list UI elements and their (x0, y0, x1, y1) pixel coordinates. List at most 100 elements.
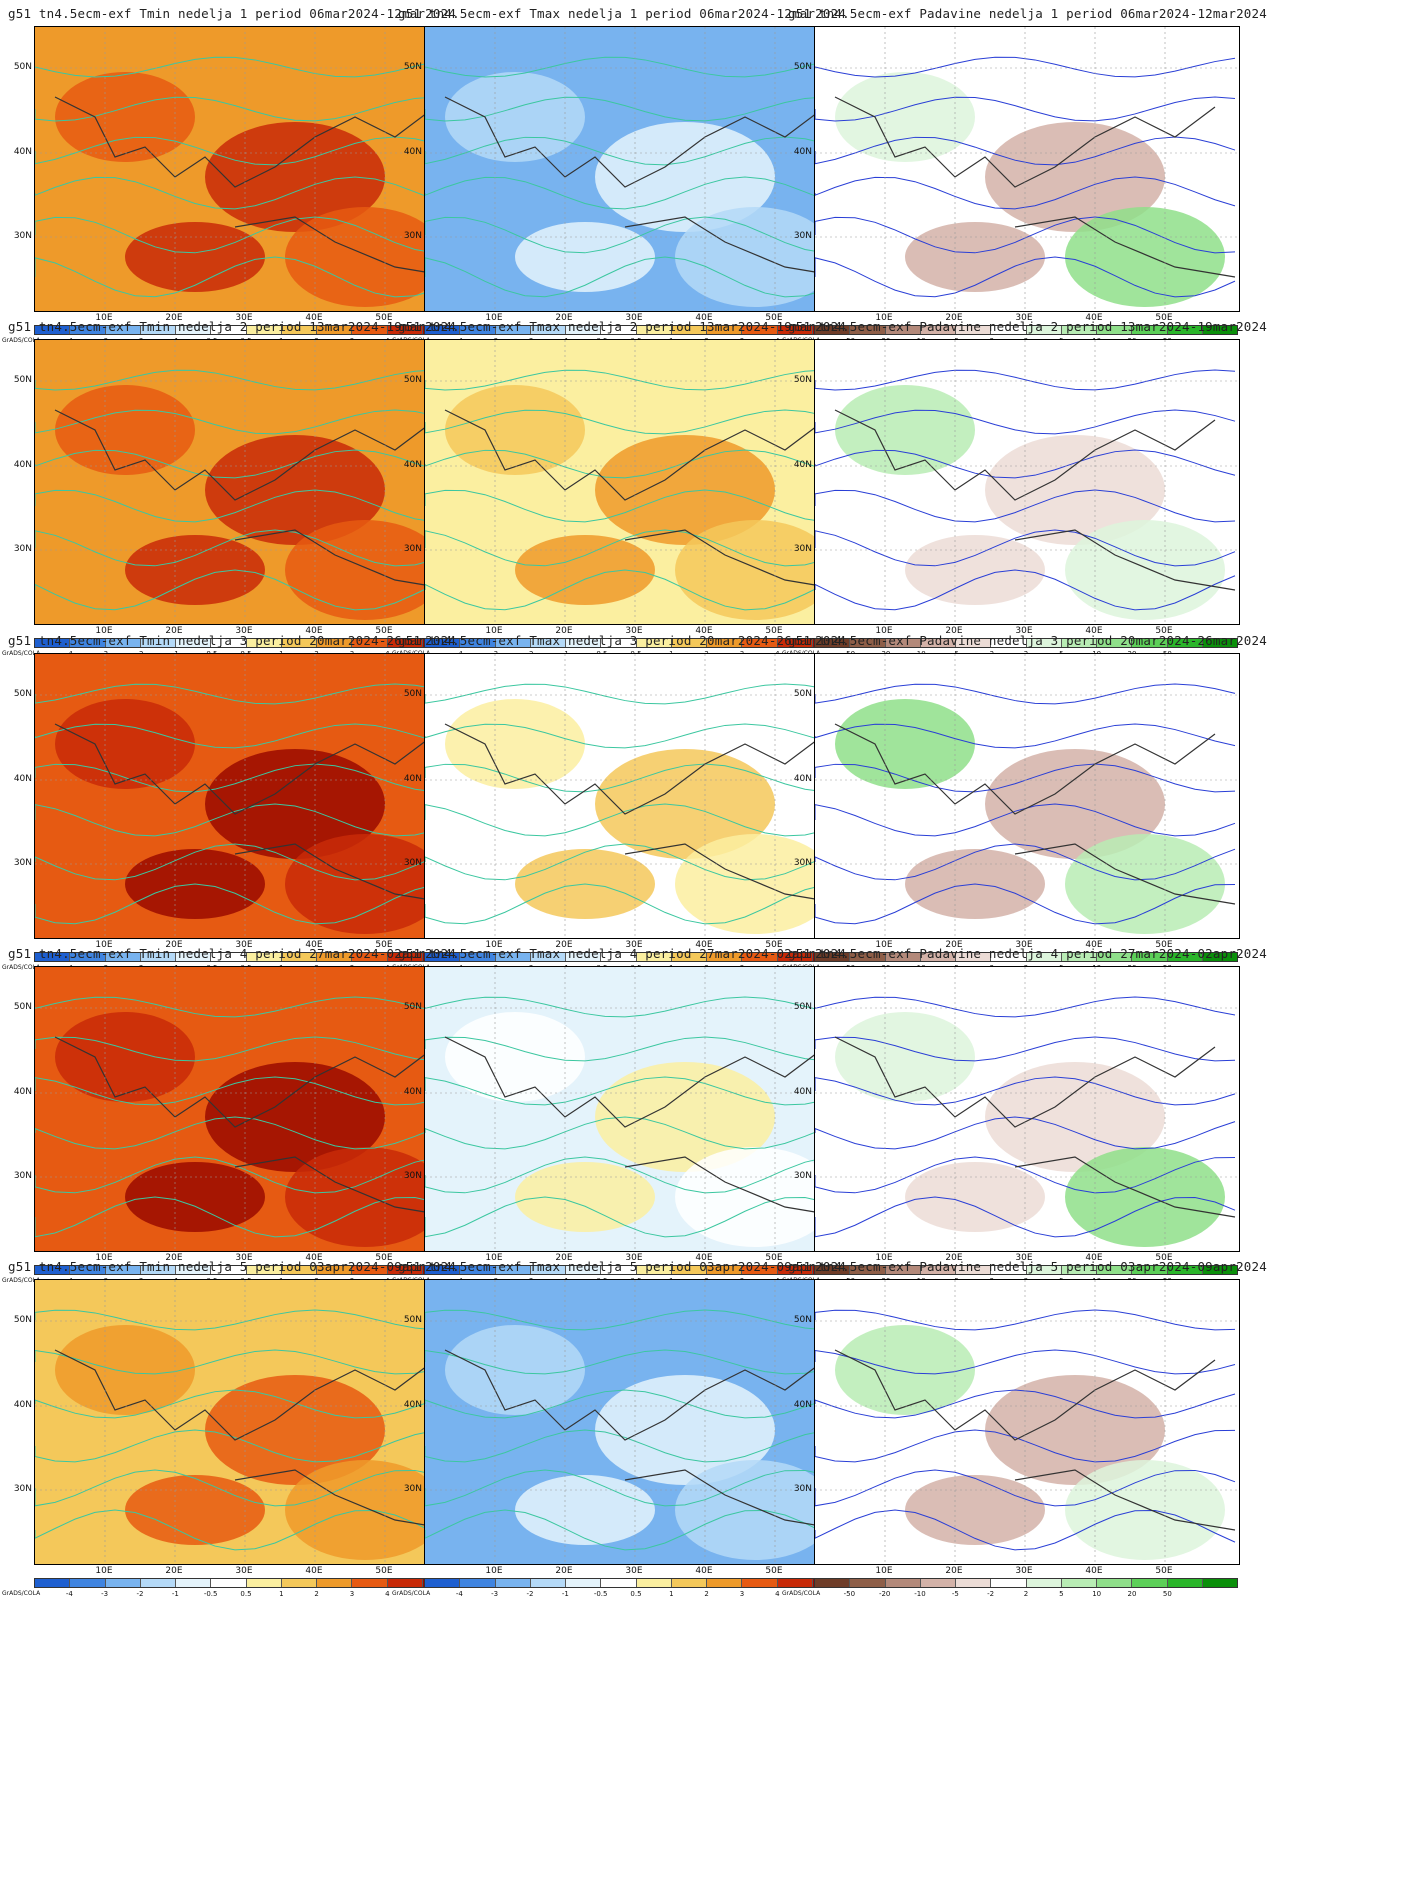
anomaly-region (835, 385, 975, 475)
forecast-map (424, 653, 850, 939)
colorbar-label: 1 (669, 1590, 674, 1598)
panel-prec-week-3: g51 tn4.5ecm-exf Padavine nedelja 3 peri… (780, 627, 1267, 1006)
contour-line (35, 843, 456, 881)
anomaly-region (55, 699, 195, 789)
colorbar-swatch (1097, 639, 1133, 647)
colorbar-swatch (105, 639, 141, 647)
colorbar-swatch (140, 1579, 176, 1587)
contour-line (815, 723, 1236, 749)
panel-prec-week-4: g51 tn4.5ecm-exf Padavine nedelja 4 peri… (780, 940, 1267, 1319)
colorbar (814, 325, 1238, 335)
colorbar-swatch (105, 953, 141, 961)
colorbar-swatch (1026, 1579, 1062, 1587)
contour-line (815, 996, 1236, 1018)
colorbar-swatch (140, 639, 176, 647)
contour-line (35, 176, 456, 210)
colorbar-swatch (815, 1266, 851, 1274)
longitude-label: 10E (875, 1253, 893, 1263)
colorbar-swatch (601, 953, 637, 961)
colorbar-swatch (850, 326, 886, 334)
contour-line (35, 256, 456, 298)
longitude-label: 40E (695, 1566, 713, 1576)
latitude-label: 50N (403, 1002, 422, 1012)
anomaly-region (985, 122, 1165, 232)
coastline (834, 1036, 1236, 1218)
coastline (444, 723, 846, 905)
contour-line (815, 1349, 1236, 1375)
longitude-label: 50E (1155, 313, 1173, 323)
anomaly-region (835, 1012, 975, 1102)
colorbar-label: -5 (951, 1590, 959, 1598)
anomaly-region (285, 1460, 445, 1560)
colorbar-label: 3 (349, 1590, 355, 1598)
contour-line (425, 1036, 846, 1062)
colorbar-swatch (1202, 1266, 1237, 1274)
contour-line (425, 1469, 846, 1507)
anomaly-region (835, 72, 975, 162)
contour-line (425, 1429, 846, 1463)
forecast-map (34, 966, 460, 1252)
colorbar-swatch (317, 1266, 353, 1274)
colorbar-swatch (777, 1579, 813, 1587)
colorbar-swatch (885, 1266, 921, 1274)
latitude-label: 30N (403, 544, 422, 554)
coastline (444, 1036, 846, 1218)
anomaly-region (205, 1062, 385, 1172)
colorbar-label: 2 (314, 1590, 319, 1598)
contour-line (425, 256, 846, 298)
longitude-label: 40E (695, 1253, 713, 1263)
colorbar-swatch (777, 326, 813, 334)
longitude-label: 30E (235, 940, 253, 950)
colorbar-swatch (460, 953, 496, 961)
colorbar-swatch (566, 1579, 602, 1587)
colorbar-swatch (991, 1266, 1027, 1274)
colorbar-label: 2 (1023, 1590, 1029, 1598)
colorbar-swatch (1026, 953, 1062, 961)
panel-title: g51 tn4.5ecm-exf Tmin nedelja 3 period 2… (8, 633, 457, 648)
colorbar-swatch (1132, 1579, 1168, 1587)
anomaly-region (285, 1147, 445, 1247)
map-canvas (35, 654, 459, 938)
longitude-label: 50E (1155, 626, 1173, 636)
grads-credit: GrADS/COLA (2, 1277, 41, 1284)
contour-line (815, 803, 1236, 837)
contour-line (35, 569, 456, 611)
longitude-label: 50E (1155, 1253, 1173, 1263)
contour-line (815, 176, 1236, 210)
contour-line (815, 1156, 1236, 1194)
grads-credit: GrADS/COLA (2, 1590, 41, 1597)
forecast-map (814, 339, 1240, 625)
contour-line (425, 843, 846, 881)
colorbar-swatch (850, 639, 886, 647)
longitude-label: 20E (555, 1566, 573, 1576)
colorbar-swatch (742, 953, 778, 961)
anomaly-region (445, 385, 585, 475)
colorbar-swatch (1061, 1266, 1097, 1274)
latitude-label: 50N (793, 1002, 812, 1012)
colorbar-swatch (105, 1579, 141, 1587)
latitude-label: 40N (793, 1400, 812, 1410)
longitude-label: 20E (945, 626, 963, 636)
latitude-label: 40N (403, 774, 422, 784)
panel-tmax-week-3: g51 tn4.5ecm-exf Tmax nedelja 3 period 2… (390, 627, 860, 1006)
anomaly-region (445, 699, 585, 789)
anomaly-region (515, 222, 655, 292)
colorbar-swatch (105, 1266, 141, 1274)
panel-tmin-week-3: g51 tn4.5ecm-exf Tmin nedelja 3 period 2… (0, 627, 470, 1006)
anomaly-region (905, 1475, 1045, 1545)
colorbar (814, 952, 1238, 962)
colorbar-swatch (956, 639, 992, 647)
latitude-label: 40N (403, 147, 422, 157)
anomaly-region (1065, 207, 1225, 307)
contour-line (35, 529, 456, 567)
contour-line (815, 529, 1236, 567)
colorbar-swatch (566, 1266, 602, 1274)
colorbar-swatch (815, 1579, 851, 1587)
colorbar-swatch (991, 953, 1027, 961)
anomaly-region (205, 122, 385, 232)
colorbar-swatch (176, 1266, 212, 1274)
colorbar-swatch (281, 1266, 317, 1274)
contour-line (35, 1469, 456, 1507)
anomaly-region (985, 1062, 1165, 1172)
panel-tmin-week-4: g51 tn4.5ecm-exf Tmin nedelja 4 period 2… (0, 940, 470, 1319)
